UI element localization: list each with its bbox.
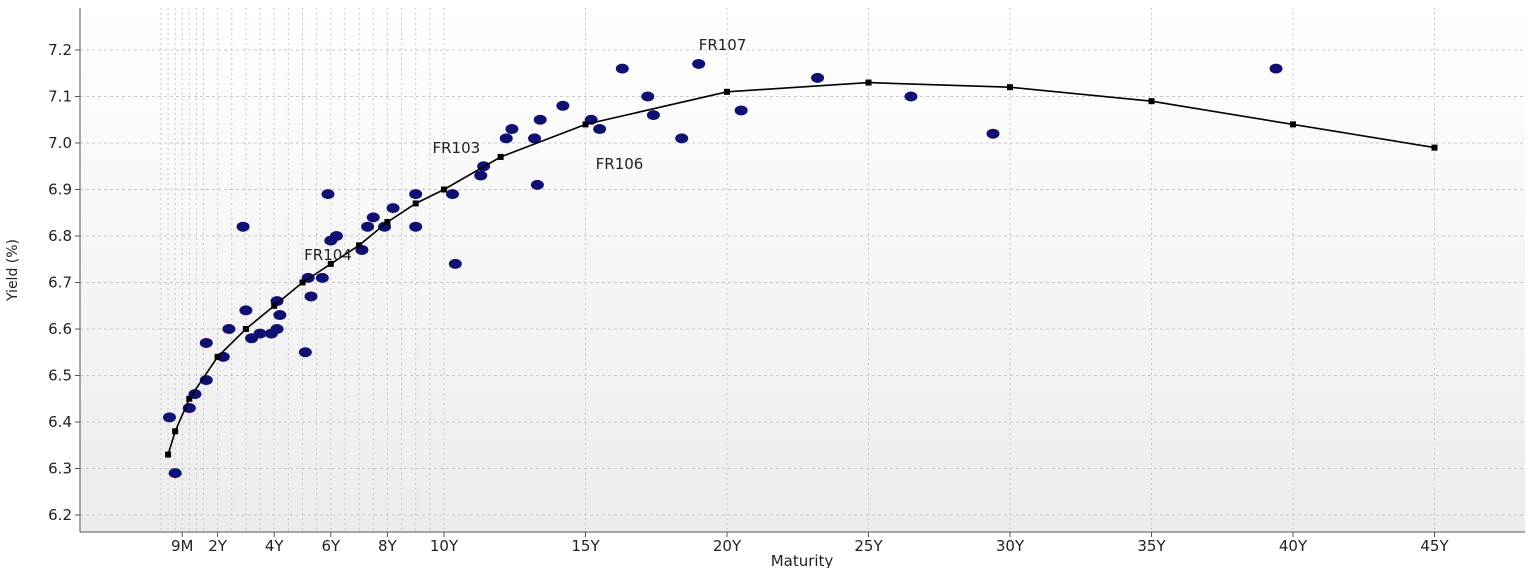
bond-point	[162, 412, 176, 423]
bond-point	[361, 221, 375, 232]
bond-label: FR106	[596, 155, 644, 173]
bond-point	[273, 310, 287, 321]
x-tick-label: 45Y	[1420, 537, 1449, 555]
curve-marker	[186, 395, 193, 402]
x-axis-ticks: 9M 2Y 4Y 6Y 8Y 10Y 15Y 20Y 25Y 30Y 35Y 40Y 45Y	[171, 532, 1449, 555]
curve-marker	[356, 242, 363, 249]
y-tick-label: 7.2	[48, 41, 72, 59]
curve-marker	[384, 219, 391, 226]
grid	[80, 8, 1525, 532]
x-tick-label: 25Y	[854, 537, 883, 555]
bond-point	[448, 258, 462, 269]
bond-point	[533, 114, 547, 125]
curve-marker	[242, 326, 249, 332]
bond-point	[253, 328, 267, 339]
bond-point	[409, 189, 423, 200]
x-tick-label: 40Y	[1279, 537, 1308, 555]
curve-marker	[165, 451, 172, 458]
x-tick-label: 6Y	[321, 537, 341, 555]
x-tick-label: 10Y	[430, 537, 459, 555]
curve-marker	[299, 279, 306, 286]
curve-marker	[1431, 144, 1438, 151]
x-tick-label: 2Y	[208, 537, 228, 555]
curve-marker	[441, 186, 447, 193]
bond-point	[239, 305, 253, 316]
bond-point	[641, 91, 655, 102]
bond-point	[615, 63, 629, 74]
bond-point	[199, 337, 213, 348]
bond-point	[904, 91, 918, 102]
y-tick-label: 6.5	[48, 367, 72, 385]
bond-point	[386, 203, 400, 214]
curve-marker	[1148, 98, 1155, 105]
y-tick-label: 6.8	[48, 227, 72, 245]
bond-point	[734, 105, 748, 116]
curve-marker	[724, 88, 730, 95]
y-tick-label: 6.9	[48, 181, 72, 199]
bond-point	[168, 468, 182, 479]
fitted-yield-curve	[167, 81, 1435, 455]
bond-point	[409, 221, 423, 232]
y-tick-label: 6.3	[48, 460, 72, 478]
bond-point	[556, 100, 570, 111]
bond-point	[675, 133, 689, 144]
curve-marker	[1007, 84, 1013, 91]
x-tick-label: 15Y	[571, 537, 600, 555]
bond-label: FR104	[304, 246, 352, 264]
curve-marker	[327, 260, 334, 267]
bond-point	[445, 189, 459, 200]
y-axis-ticks: 6.2 6.3 6.4 6.5 6.6 6.7 6.8 6.9 7.0 7.1 7.2	[48, 41, 80, 524]
x-tick-label: 30Y	[996, 537, 1025, 555]
bond-point	[298, 347, 312, 358]
y-tick-label: 7.0	[48, 134, 72, 152]
x-tick-label: 4Y	[265, 537, 285, 555]
bond-point	[315, 272, 329, 283]
bond-points	[162, 58, 1283, 479]
x-tick-label: 35Y	[1137, 537, 1166, 555]
bond-point	[499, 133, 513, 144]
curve-marker	[214, 353, 221, 360]
bond-point	[986, 128, 1000, 139]
curve-marker	[865, 79, 872, 86]
curve-marker	[497, 153, 504, 160]
y-tick-label: 7.1	[48, 88, 72, 106]
x-tick-label: 20Y	[713, 537, 742, 555]
bond-label: FR103	[432, 139, 480, 157]
y-axis-title: Yield (%)	[5, 239, 21, 302]
x-tick-label: 8Y	[378, 537, 398, 555]
bond-point	[304, 291, 318, 302]
bond-point	[692, 58, 706, 69]
y-tick-label: 6.4	[48, 413, 72, 431]
bond-point	[1269, 63, 1283, 74]
bond-point	[811, 72, 825, 83]
bond-point	[505, 124, 519, 135]
curve-marker	[271, 302, 278, 309]
x-tick-label: 9M	[171, 537, 194, 555]
bond-label: FR107	[699, 36, 747, 54]
bond-point	[236, 221, 250, 232]
bond-point	[646, 110, 660, 121]
curve-marker	[172, 428, 179, 435]
curve-markers	[165, 79, 1438, 458]
curve-marker	[582, 121, 589, 128]
bond-point	[366, 212, 380, 223]
bond-point	[528, 133, 542, 144]
curve-marker	[1290, 121, 1296, 128]
bond-point	[329, 231, 343, 241]
bond-point	[593, 124, 607, 135]
bond-point	[270, 324, 284, 334]
bond-annotations: FR107 FR103 FR106 FR104	[304, 36, 746, 264]
y-tick-label: 6.7	[48, 274, 72, 292]
bond-point	[222, 324, 236, 334]
bond-point	[321, 189, 335, 200]
bond-point	[474, 170, 488, 181]
x-axis-title: Maturity	[771, 552, 834, 568]
bond-point	[530, 179, 544, 190]
curve-marker	[412, 200, 419, 207]
y-tick-label: 6.2	[48, 506, 72, 524]
y-tick-label: 6.6	[48, 320, 72, 338]
